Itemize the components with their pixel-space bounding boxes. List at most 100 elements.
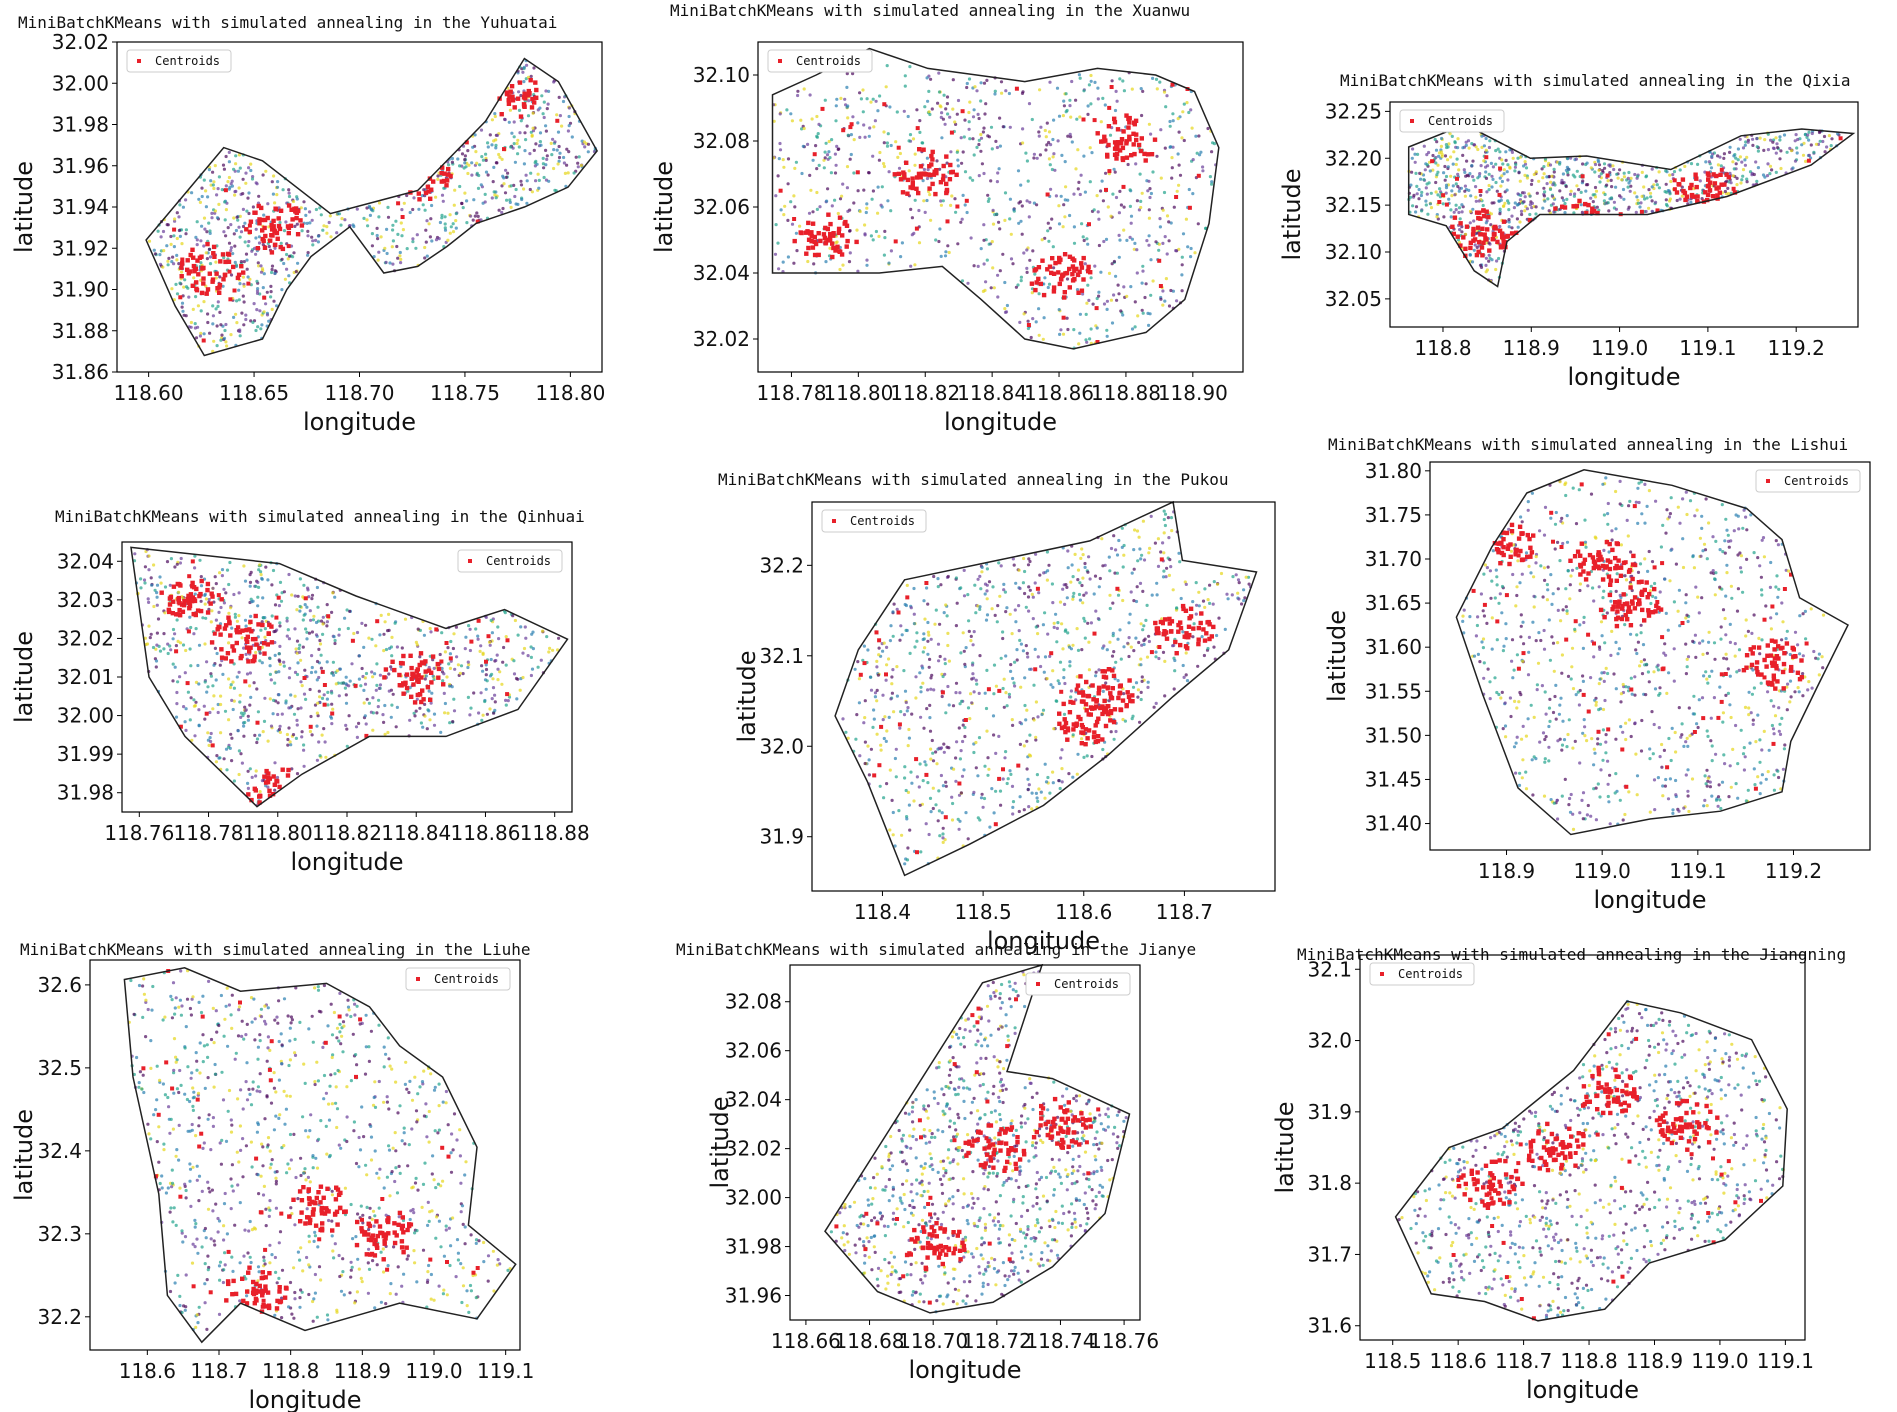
data-point [184,728,188,733]
data-point [219,702,223,707]
data-point [558,114,563,118]
data-point [166,651,170,656]
data-point [163,585,168,589]
data-point [869,747,874,751]
data-point [980,792,984,796]
data-point [1435,215,1439,219]
data-point [261,173,265,177]
data-point [528,187,532,192]
centroid-marker [442,171,447,176]
centroid-marker [823,241,828,246]
subplot-title: MiniBatchKMeans with simulated annealing… [55,507,585,526]
centroid-marker [253,210,258,215]
data-point [1574,157,1578,161]
data-point [941,199,945,203]
data-point [976,112,980,116]
data-point [1035,203,1039,207]
data-point [586,142,591,146]
data-point [1457,210,1461,215]
data-point [310,630,314,634]
data-point [1046,229,1050,233]
data-point [1062,676,1066,680]
data-point [507,120,511,124]
data-point [314,207,318,212]
data-point [325,603,329,607]
data-point [332,635,336,639]
data-point [1122,205,1126,209]
data-point [325,697,329,701]
data-point [371,696,375,700]
data-point [322,224,326,228]
data-point [254,328,258,333]
data-point [287,637,291,641]
centroid-marker [1067,285,1072,290]
data-point [1529,182,1534,186]
data-point [198,200,202,204]
data-point [1505,170,1509,174]
centroid-marker [1067,254,1073,259]
data-point [1050,217,1054,221]
data-point [335,231,339,235]
centroid-marker [1036,276,1041,282]
data-point [985,597,989,601]
data-point [466,695,470,700]
data-point [560,124,564,128]
data-point [1132,567,1136,571]
data-point [257,264,261,268]
data-point [237,288,241,292]
data-point [1494,149,1498,153]
data-point [310,654,314,658]
data-point [1164,105,1168,109]
data-point [293,627,297,631]
data-point [526,114,531,118]
centroid-marker [286,230,291,236]
data-point [1115,99,1119,103]
data-point [227,582,231,587]
centroid-marker [171,584,177,589]
data-point [178,203,182,207]
data-point [1122,89,1126,93]
data-point [899,710,903,714]
data-point [987,767,991,771]
scatter-points [841,509,1253,866]
data-point [1551,202,1555,206]
centroid-marker [205,287,211,292]
data-point [1500,158,1504,162]
data-point [1080,583,1084,588]
data-point [299,680,303,684]
data-point [1002,582,1006,587]
data-point [1146,311,1150,315]
data-point [1164,277,1168,281]
data-point [1542,186,1546,190]
data-point [268,656,272,661]
data-point [218,310,222,314]
data-point [1184,217,1188,221]
data-point [254,774,258,778]
centroid-marker [226,615,231,620]
data-point [1444,174,1449,179]
data-point [318,695,322,699]
data-point [1002,677,1006,681]
data-point [1009,669,1013,674]
centroid-marker [429,680,434,685]
data-point [1122,645,1126,649]
data-point [964,811,968,815]
centroid-marker [1493,224,1498,230]
data-point [429,630,433,634]
centroid-marker [435,661,440,667]
data-point [235,299,239,303]
data-point [246,786,250,791]
data-point [929,77,933,81]
centroid-marker [1086,264,1091,270]
data-point [1210,182,1214,186]
centroid-marker [199,578,204,584]
centroid-marker [262,774,267,779]
data-point [398,250,402,255]
centroid-marker [186,597,191,603]
data-point [425,254,429,258]
data-point [182,285,186,289]
data-point [537,186,541,190]
data-point [260,323,264,327]
data-point [940,694,944,699]
centroid-marker [190,595,195,600]
